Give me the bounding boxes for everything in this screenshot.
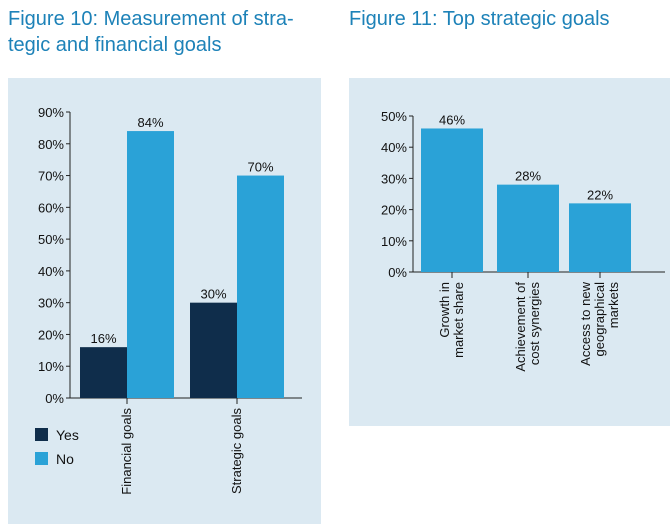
fig10-y-tick-label: 90% <box>38 105 64 120</box>
fig11-category-label: Achievement of <box>513 282 528 372</box>
fig10-bar-no <box>237 175 284 398</box>
figure-10-title-line-1: Figure 10: Measurement of stra- <box>8 8 294 30</box>
fig10-bar-yes <box>80 347 127 398</box>
fig11-category-label: markets <box>606 282 621 329</box>
fig10-y-tick-label: 60% <box>38 200 64 215</box>
figure-11-title: Figure 11: Top strategic goals <box>349 8 610 30</box>
fig10-bar-yes <box>190 302 237 398</box>
figure-10-title-line-2: tegic and financial goals <box>8 34 222 56</box>
fig10-y-tick-label: 80% <box>38 137 64 152</box>
fig10-y-tick-label: 30% <box>38 296 64 311</box>
fig11-bar <box>569 203 631 272</box>
fig11-y-tick-label: 20% <box>381 203 407 218</box>
fig11-data-label: 28% <box>515 169 541 184</box>
fig10-y-tick-label: 50% <box>38 232 64 247</box>
fig10-y-tick-label: 0% <box>45 391 64 406</box>
fig11-y-tick-label: 50% <box>381 109 407 124</box>
fig10-y-tick-label: 40% <box>38 264 64 279</box>
fig11-category-label: geographical <box>592 282 607 357</box>
fig11-y-tick-label: 10% <box>381 234 407 249</box>
fig10-data-label: 84% <box>137 115 163 130</box>
fig10-data-label: 30% <box>200 287 226 302</box>
legend-swatch-yes <box>35 428 48 441</box>
fig11-y-tick-label: 40% <box>381 140 407 155</box>
fig11-category-label: Access to new <box>578 281 593 365</box>
fig11-category-label: market share <box>451 282 466 358</box>
fig10-bar-no <box>127 131 174 399</box>
fig11-bar <box>497 184 559 272</box>
fig11-category-label: Growth in <box>437 282 452 338</box>
legend-label-no: No <box>56 451 74 467</box>
fig10-y-tick-label: 70% <box>38 169 64 184</box>
legend-swatch-no <box>35 452 48 465</box>
fig10-y-tick-label: 10% <box>38 359 64 374</box>
figure-10-title: Figure 10: Measurement of stra- tegic an… <box>8 6 328 58</box>
fig10-data-label: 16% <box>90 331 116 346</box>
fig10-data-label: 70% <box>247 160 273 175</box>
fig11-bar <box>421 128 483 272</box>
fig11-data-label: 46% <box>439 112 465 127</box>
fig11-y-tick-label: 30% <box>381 171 407 186</box>
fig11-y-tick-label: 0% <box>388 265 407 280</box>
legend-label-yes: Yes <box>56 427 79 443</box>
fig11-category-label: cost synergies <box>527 282 542 366</box>
fig10-category-label: Strategic goals <box>229 408 244 494</box>
fig10-y-tick-label: 20% <box>38 327 64 342</box>
fig10-category-label: Financial goals <box>119 408 134 495</box>
fig11-data-label: 22% <box>587 187 613 202</box>
